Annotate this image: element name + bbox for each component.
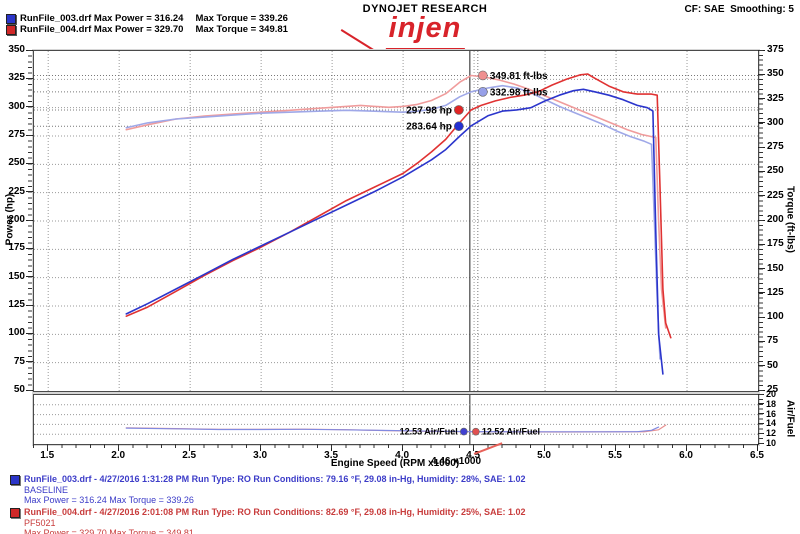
af-tick-label: 16 <box>766 408 777 419</box>
torque-run-004-curve <box>125 74 667 329</box>
run1-legend-line1: RunFile_003.drf - 4/27/2016 1:31:28 PM R… <box>24 474 526 484</box>
torque-tick-label: 200 <box>767 214 784 225</box>
run1-max-torque-label: Max Torque = 339.26 <box>195 13 288 24</box>
af-tick-label: 20 <box>766 389 777 399</box>
torque-tick-label: 275 <box>767 141 784 153</box>
torque-tick-label: 375 <box>767 44 784 55</box>
power-tick-label: 275 <box>8 129 25 140</box>
rpm-tick-label: 5.5 <box>608 450 622 461</box>
run2-legend-line3: Max Power = 329.70 Max Torque = 349.81 <box>24 528 194 534</box>
power-tick-label: 125 <box>8 299 25 310</box>
cursor-rpm-readout: 4.46 x1000 <box>431 456 482 467</box>
top-legend-row-2: RunFile_004.drf Max Power = 329.70 Max T… <box>6 24 288 35</box>
rpm-major-tick <box>756 444 758 451</box>
power-tick-label: 325 <box>8 72 25 84</box>
af-tick-label: 14 <box>766 418 777 429</box>
injen-logo: injen <box>388 12 462 44</box>
rpm-tick-label: 2.5 <box>182 450 197 461</box>
torque-tick-label: 100 <box>767 311 784 323</box>
torque-tick-label: 25 <box>767 384 779 395</box>
af-tick-label: 12 <box>766 428 777 439</box>
torque-tick-label: 225 <box>767 189 784 201</box>
power-tick-label: 150 <box>8 270 25 282</box>
torque-tick-label: 250 <box>767 165 784 177</box>
power-annotation-label: 297.98 hp <box>406 105 452 116</box>
rpm-tick-label: 5.0 <box>537 450 551 461</box>
rpm-tick-label: 4.0 <box>395 450 410 461</box>
torque-tick-label: 125 <box>767 286 784 298</box>
torque-tick-label: 350 <box>767 68 784 80</box>
run2-color-swatch <box>6 24 16 35</box>
power-axis-minor-ticks <box>28 50 32 391</box>
torque-tick-label: 325 <box>767 92 784 104</box>
power-annotation-dot <box>454 105 464 115</box>
torque-annotation-dot <box>478 87 488 97</box>
rpm-tick-label: 2.0 <box>111 450 126 461</box>
run2-legend-line2: PF5021 <box>24 517 56 528</box>
run1-legend-block: RunFile_003.drf - 4/27/2016 1:31:28 PM R… <box>10 474 526 506</box>
torque-tick-label: 150 <box>767 262 784 274</box>
torque-tick-label: 175 <box>767 238 784 250</box>
af-tick-label: 10 <box>766 438 777 448</box>
af-annotation-label: 12.53 Air/Fuel <box>400 427 458 437</box>
torque-annotation-label: 349.81 ft-lbs <box>490 71 548 82</box>
rpm-axis-minor-ticks <box>33 444 757 448</box>
correction-factor-label: CF: SAE Smoothing: 5 <box>684 4 794 15</box>
power-annotation-label: 283.64 hp <box>406 122 452 133</box>
rpm-tick-label: 1.5 <box>40 450 55 461</box>
airfuel-plot-area: 12.53 Air/Fuel 12.52 Air/Fuel <box>33 394 759 445</box>
airfuel-axis-title: Air/Fuel <box>784 399 796 438</box>
af-annotation-dot <box>472 427 480 436</box>
top-legend-row-1: RunFile_003.drf Max Power = 316.24 Max T… <box>6 13 288 24</box>
power-tick-label: 200 <box>8 214 25 225</box>
main-plot-canvas: 349.81 ft-lbs 332.98 ft-lbs 297.98 hp 283.6… <box>34 51 758 391</box>
dynojet-title: DYNOJET RESEARCH <box>362 3 488 15</box>
power-annotation-dot <box>454 121 464 132</box>
rpm-axis-title: Engine Speed (RPM x1000) <box>330 458 460 469</box>
torque-annotation-label: 332.98 ft-lbs <box>490 87 548 98</box>
top-legend: RunFile_003.drf Max Power = 316.24 Max T… <box>6 13 288 35</box>
power-tick-label: 225 <box>8 185 25 197</box>
rpm-tick-label: 3.0 <box>253 450 268 461</box>
torque-axis-minor-ticks <box>759 50 763 391</box>
run1-file-label: RunFile_003.drf Max Power = 316.24 <box>20 13 184 24</box>
power-tick-label: 175 <box>8 242 25 254</box>
power-tick-label: 300 <box>8 100 25 112</box>
run2-max-torque-label: Max Torque = 349.81 <box>195 24 288 35</box>
power-tick-label: 350 <box>8 44 25 55</box>
rpm-tick-label: 4.5 <box>466 450 481 461</box>
torque-tick-label: 50 <box>767 359 779 371</box>
main-plot-area: 349.81 ft-lbs 332.98 ft-lbs 297.98 hp 283.6… <box>33 50 759 392</box>
rpm-tick-label: 6.0 <box>679 450 693 461</box>
power-tick-label: 75 <box>13 355 25 367</box>
af-annotation-label: 12.52 Air/Fuel <box>482 427 540 437</box>
af-run-003-curve <box>125 426 660 433</box>
airfuel-plot-canvas: 12.53 Air/Fuel 12.52 Air/Fuel <box>34 395 758 444</box>
airfuel-axis-minor-ticks <box>759 394 763 444</box>
af-annotation-dot <box>460 427 468 436</box>
brand-block: DYNOJET RESEARCH injen TECHNOLOGY <box>330 3 520 59</box>
torque-tick-label: 75 <box>767 335 779 347</box>
run2-file-label: RunFile_004.drf Max Power = 329.70 <box>20 24 184 35</box>
power-run-003-curve <box>125 88 664 375</box>
run2-legend-swatch <box>10 508 20 518</box>
power-tick-label: 100 <box>8 327 25 339</box>
run1-color-swatch <box>6 13 16 24</box>
torque-annotation-dot <box>478 70 488 81</box>
torque-tick-label: 300 <box>767 116 784 128</box>
run2-legend-line1: RunFile_004.drf - 4/27/2016 2:01:08 PM R… <box>24 507 526 517</box>
torque-axis-title: Torque (ft-lbs) <box>784 185 796 254</box>
rpm-tick-label: 3.5 <box>324 450 339 461</box>
af-tick-label: 18 <box>766 398 777 409</box>
run1-legend-swatch <box>10 475 20 485</box>
run1-legend-line2: BASELINE <box>24 484 69 495</box>
run2-legend-block: RunFile_004.drf - 4/27/2016 2:01:08 PM R… <box>10 507 526 534</box>
run1-legend-line3: Max Power = 316.24 Max Torque = 339.26 <box>24 495 194 505</box>
torque-run-003-curve <box>125 84 661 360</box>
power-tick-label: 250 <box>8 157 25 169</box>
rpm-tick-label: 6.5 <box>750 450 764 461</box>
power-tick-label: 50 <box>13 384 25 395</box>
